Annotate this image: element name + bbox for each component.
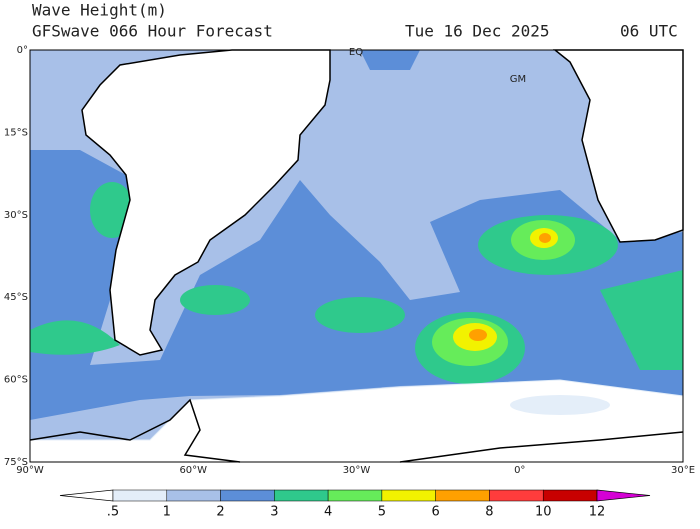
colorbar-label: 6 — [432, 505, 440, 520]
wave-6-8 — [539, 233, 551, 243]
wave-1-2 — [30, 50, 120, 140]
title: Wave Height(m) — [32, 1, 167, 20]
colorbar: .5 1 2 3 4 5 6 8 10 12 — [59, 489, 651, 520]
wave-3-4 — [600, 270, 683, 370]
colorbar-segment — [166, 489, 221, 502]
annotation: GM — [510, 74, 526, 85]
map-frame — [29, 49, 684, 463]
wave-2-3 — [360, 50, 420, 70]
south-america — [81, 49, 331, 356]
colorbar-label: 4 — [324, 505, 332, 520]
colorbar-segment — [274, 489, 329, 502]
colorbar-segment — [489, 489, 544, 502]
colorbar-label: 5 — [378, 505, 386, 520]
colorbar-segment — [435, 489, 490, 502]
lat-label: 75°S — [4, 457, 28, 468]
axes: 90°W 60°W 30°W 0° 30°E 0° 15°S 30°S 45°S 60°S 75°S — [4, 45, 695, 476]
lon-label: 60°W — [179, 465, 207, 476]
colorbar-segment — [381, 489, 436, 502]
lon-label: 90°W — [16, 465, 44, 476]
lat-label: 30°S — [4, 210, 28, 221]
colorbar-low — [59, 489, 114, 502]
lat-label: 60°S — [4, 375, 28, 386]
colorbar-high — [596, 489, 651, 502]
lon-label: 0° — [514, 465, 525, 476]
subtitle: GFSwave 066 Hour Forecast — [32, 22, 273, 41]
colorbar-label: 10 — [535, 505, 552, 520]
wave-0.5-1 — [510, 395, 610, 415]
lon-label: 30°E — [671, 465, 695, 476]
colorbar-segment — [220, 489, 275, 502]
wave-3-4 — [315, 297, 405, 333]
colorbar-segment — [542, 489, 598, 502]
colorbar-label: 12 — [589, 505, 606, 520]
colorbar-label: 2 — [216, 505, 224, 520]
colorbar-segment — [327, 489, 383, 502]
wave-3-4 — [30, 320, 120, 355]
lat-label: 15°S — [4, 127, 28, 138]
wave-6-8 — [469, 329, 487, 341]
colorbar-label: 3 — [270, 505, 278, 520]
colorbar-label: 1 — [163, 505, 171, 520]
date: Tue 16 Dec 2025 — [405, 22, 550, 41]
lat-label: 0° — [17, 45, 28, 56]
lat-label: 45°S — [4, 292, 28, 303]
antarctica-coast — [29, 398, 684, 463]
lon-label: 30°W — [343, 465, 371, 476]
time: 06 UTC — [620, 22, 678, 41]
wave-3-4 — [180, 285, 250, 315]
colorbar-label: 8 — [485, 505, 493, 520]
map: EQ GM — [29, 47, 684, 463]
colorbar-segment — [112, 489, 168, 502]
colorbar-label: .5 — [107, 505, 119, 520]
annotation: EQ — [349, 47, 363, 58]
